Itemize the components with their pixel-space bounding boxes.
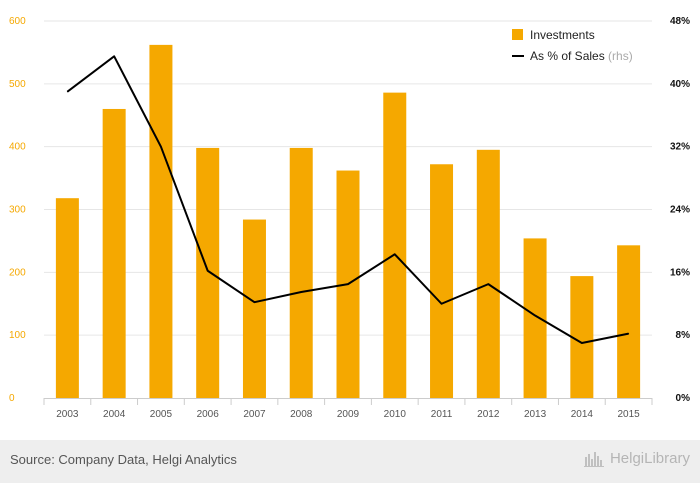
line-point bbox=[534, 315, 536, 317]
right-axis: 0% 8% 16% 24% 32% 40% 48% bbox=[670, 16, 690, 404]
line-point bbox=[113, 55, 115, 57]
x-tick-label: 2010 bbox=[384, 409, 407, 420]
x-tick-label: 2014 bbox=[571, 409, 594, 420]
left-axis: 0 100 200 300 400 500 600 bbox=[9, 16, 26, 404]
bar-investments bbox=[430, 164, 454, 398]
line-point bbox=[160, 146, 162, 148]
left-tick-label: 500 bbox=[9, 79, 26, 90]
x-tick-label: 2006 bbox=[197, 409, 220, 420]
bar-investments bbox=[55, 198, 79, 398]
x-tick-label: 2012 bbox=[477, 409, 500, 420]
bar-investments bbox=[617, 245, 641, 398]
percent-line bbox=[66, 55, 630, 345]
bar-investments bbox=[242, 219, 266, 398]
bar-investments bbox=[570, 276, 594, 398]
legend-label-percent-name: As % of Sales bbox=[530, 49, 605, 63]
left-tick-label: 400 bbox=[9, 142, 26, 153]
line-point bbox=[207, 270, 209, 272]
right-tick-label: 16% bbox=[670, 267, 690, 278]
legend: Investments As % of Sales (rhs) bbox=[512, 28, 633, 63]
bar-investments bbox=[476, 149, 500, 398]
line-point bbox=[66, 91, 68, 93]
right-tick-label: 40% bbox=[670, 79, 690, 90]
x-tick-label: 2008 bbox=[290, 409, 313, 420]
bar-investments bbox=[383, 92, 407, 398]
legend-label-percent-note: (rhs) bbox=[608, 49, 633, 63]
line-point bbox=[581, 342, 583, 344]
line-point bbox=[441, 303, 443, 305]
left-tick-label: 0 bbox=[9, 393, 15, 404]
bars bbox=[55, 44, 641, 398]
bar-investments bbox=[196, 147, 220, 398]
library-icon bbox=[583, 451, 604, 467]
left-tick-label: 100 bbox=[9, 330, 26, 341]
left-tick-label: 600 bbox=[9, 16, 26, 27]
legend-swatch-investments bbox=[512, 29, 523, 40]
x-tick-label: 2011 bbox=[431, 409, 453, 420]
left-tick-label: 200 bbox=[9, 267, 26, 278]
x-tick-label: 2005 bbox=[150, 409, 173, 420]
left-tick-label: 300 bbox=[9, 205, 26, 216]
bar-investments bbox=[102, 108, 126, 398]
x-tick-label: 2004 bbox=[103, 409, 126, 420]
line-point bbox=[628, 333, 630, 335]
brand-logo: HelgiLibrary bbox=[583, 450, 690, 467]
brand-name: HelgiLibrary bbox=[609, 450, 690, 467]
right-tick-label: 24% bbox=[670, 205, 690, 216]
line-point bbox=[394, 253, 396, 255]
x-tick-label: 2009 bbox=[337, 409, 360, 420]
line-point bbox=[487, 283, 489, 285]
x-tick-label: 2015 bbox=[617, 409, 640, 420]
bar-investments bbox=[149, 44, 173, 398]
x-tick-label: 2013 bbox=[524, 409, 547, 420]
x-tick-label: 2003 bbox=[56, 409, 79, 420]
bar-investments bbox=[289, 147, 313, 398]
right-tick-label: 8% bbox=[676, 330, 691, 341]
right-tick-label: 32% bbox=[670, 142, 690, 153]
right-tick-label: 48% bbox=[670, 16, 690, 27]
legend-label-percent: As % of Sales (rhs) bbox=[530, 49, 633, 63]
line-point bbox=[253, 301, 255, 303]
footer: Source: Company Data, Helgi Analytics He… bbox=[0, 440, 700, 483]
source-text: Source: Company Data, Helgi Analytics bbox=[10, 452, 237, 467]
x-axis: 2003 2004 2005 2006 2007 2008 2009 2010 2011 2012… bbox=[43, 398, 653, 420]
line-point bbox=[347, 283, 349, 285]
bar-investments bbox=[523, 238, 547, 398]
line-point bbox=[300, 291, 302, 293]
legend-label-investments: Investments bbox=[530, 28, 595, 42]
x-tick-label: 2007 bbox=[243, 409, 266, 420]
right-tick-label: 0% bbox=[676, 393, 691, 404]
